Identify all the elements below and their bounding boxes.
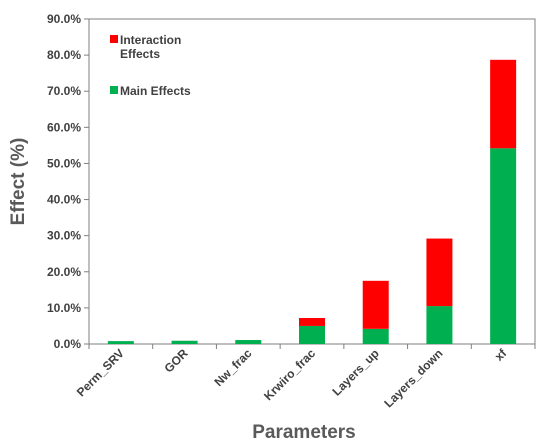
y-tick-label: 60.0% xyxy=(47,120,81,134)
bar-main-effects xyxy=(107,341,134,344)
legend: Interaction Effects Main Effects xyxy=(110,33,191,98)
y-tick-label: 70.0% xyxy=(47,84,81,98)
bar-main-effects xyxy=(362,328,389,344)
bars xyxy=(107,59,517,344)
bar-interaction-effects xyxy=(362,280,389,329)
y-tick-label: 10.0% xyxy=(47,301,81,315)
legend-swatch xyxy=(110,35,118,43)
bar-main-effects xyxy=(490,148,517,344)
y-tick-label: 50.0% xyxy=(47,156,81,170)
legend-label-line: Interaction xyxy=(120,33,181,47)
legend-label-line: Main Effects xyxy=(120,84,191,98)
legend-label: Main Effects xyxy=(120,84,191,98)
bar-interaction-effects xyxy=(299,318,325,326)
bar-interaction-effects xyxy=(426,238,453,307)
bar-main-effects xyxy=(426,306,453,344)
y-tick-label: 80.0% xyxy=(47,48,81,62)
bar-main-effects xyxy=(171,340,198,344)
y-tick-label: 0.0% xyxy=(54,337,82,351)
bar-main-effects xyxy=(299,325,325,344)
legend-label: Interaction Effects xyxy=(120,33,181,61)
legend-label-line: Effects xyxy=(120,47,160,61)
x-axis-title: Parameters xyxy=(252,422,356,443)
y-axis-title: Effect (%) xyxy=(8,138,29,226)
y-tick-label: 20.0% xyxy=(47,265,81,279)
bar-interaction-effects xyxy=(490,59,517,149)
y-tick-label: 30.0% xyxy=(47,229,81,243)
y-axis-ticks: 0.0% 10.0% 20.0% 30.0% 40.0% 50.0% 60.0% 70.0% 8… xyxy=(47,12,89,351)
y-tick-label: 40.0% xyxy=(47,193,81,207)
y-tick-label: 90.0% xyxy=(47,12,81,26)
bar-main-effects xyxy=(235,340,262,344)
legend-swatch xyxy=(110,86,118,94)
